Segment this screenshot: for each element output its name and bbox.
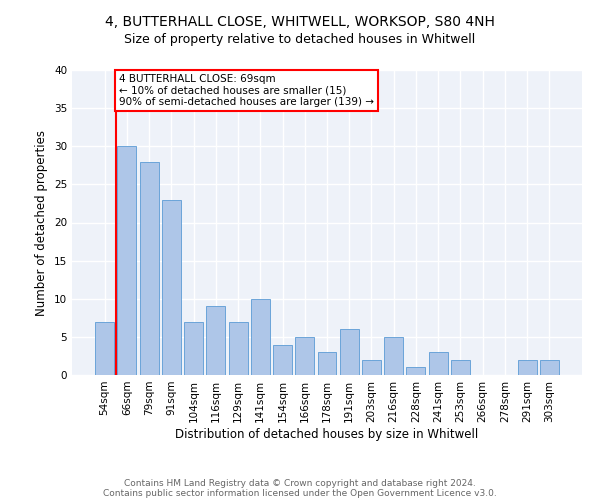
Bar (273, 344, 292, 375)
Text: Contains public sector information licensed under the Open Government Licence v3: Contains public sector information licen… (103, 488, 497, 498)
Bar (162, 200, 181, 375)
Y-axis label: Number of detached properties: Number of detached properties (35, 130, 49, 316)
Bar (251, 298, 270, 375)
Bar (95, 322, 114, 375)
Bar (184, 322, 203, 375)
Bar (362, 360, 381, 375)
Text: Size of property relative to detached houses in Whitwell: Size of property relative to detached ho… (124, 32, 476, 46)
Bar (229, 322, 248, 375)
Bar (295, 337, 314, 375)
Text: 4 BUTTERHALL CLOSE: 69sqm
← 10% of detached houses are smaller (15)
90% of semi-: 4 BUTTERHALL CLOSE: 69sqm ← 10% of detac… (119, 74, 374, 107)
Text: Contains HM Land Registry data © Crown copyright and database right 2024.: Contains HM Land Registry data © Crown c… (124, 478, 476, 488)
Bar (429, 352, 448, 375)
X-axis label: Distribution of detached houses by size in Whitwell: Distribution of detached houses by size … (175, 428, 479, 440)
Bar (118, 146, 136, 375)
Bar (451, 360, 470, 375)
Bar (540, 360, 559, 375)
Bar (406, 368, 425, 375)
Bar (206, 306, 225, 375)
Bar (140, 162, 158, 375)
Text: 4, BUTTERHALL CLOSE, WHITWELL, WORKSOP, S80 4NH: 4, BUTTERHALL CLOSE, WHITWELL, WORKSOP, … (105, 15, 495, 29)
Bar (384, 337, 403, 375)
Bar (518, 360, 536, 375)
Bar (317, 352, 337, 375)
Bar (340, 329, 359, 375)
